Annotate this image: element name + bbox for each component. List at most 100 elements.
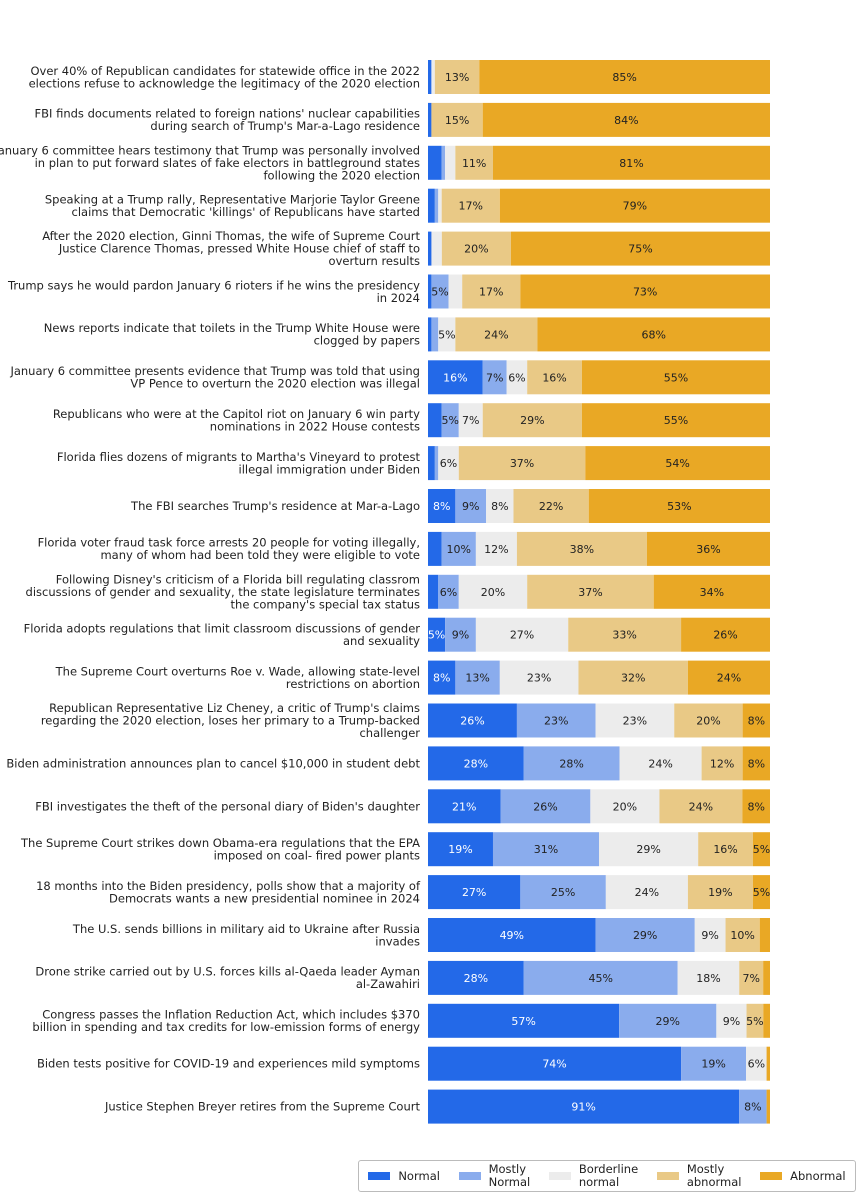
bar-segment-mostly-abnormal <box>431 102 483 137</box>
data-label: 79% <box>623 200 647 213</box>
legend-swatch <box>548 1172 571 1180</box>
data-label: 21% <box>452 800 476 813</box>
data-label: 37% <box>578 586 602 599</box>
legend-label: Normal <box>398 1168 440 1183</box>
bar-segment-mostly-abnormal <box>441 231 511 266</box>
category-label: Florida adopts regulations that limit cl… <box>24 621 421 648</box>
data-label: 49% <box>500 929 524 942</box>
data-label: 81% <box>619 157 643 170</box>
bar-segment-mostly-normal <box>482 360 507 395</box>
category-label: January 6 committee presents evidence th… <box>9 364 420 391</box>
bar-segment-normal <box>428 746 524 781</box>
bar-segment-borderline-normal <box>438 188 442 223</box>
data-label: 8% <box>747 800 764 813</box>
data-label: 9% <box>452 629 469 642</box>
bar-segment-abnormal <box>482 102 770 137</box>
stacked-bar-chart: 13% 85% Over 40% of Republican candidates … <box>0 60 770 1124</box>
data-label: 8% <box>491 500 508 513</box>
data-label: 27% <box>510 629 534 642</box>
bar-segment-normal <box>428 188 435 223</box>
bar-segment-borderline-normal <box>458 574 528 609</box>
data-label: 17% <box>459 200 483 213</box>
data-label: 5% <box>753 886 770 899</box>
bar-segment-borderline-normal <box>445 145 456 180</box>
data-label: 28% <box>559 757 583 770</box>
bar-segment-abnormal <box>766 1046 770 1081</box>
category-label: Following Disney's criticism of a Florid… <box>26 572 420 611</box>
data-label: 12% <box>484 543 508 556</box>
bar-segment-normal <box>428 875 521 910</box>
bar-segment-borderline-normal <box>590 789 660 824</box>
data-label: 17% <box>479 286 503 299</box>
bar-segment-mostly-normal <box>492 832 599 867</box>
bar-segment-abnormal <box>510 231 770 266</box>
data-label: 6% <box>508 371 525 384</box>
data-label: 8% <box>748 757 765 770</box>
data-label: 84% <box>614 114 638 127</box>
bar-segment-mostly-abnormal <box>578 660 688 695</box>
data-label: 31% <box>534 843 558 856</box>
data-label: 29% <box>633 929 657 942</box>
bar-segment-borderline-normal <box>431 60 435 94</box>
bar-segment-borderline-normal <box>619 746 702 781</box>
bar-segment-normal <box>428 918 596 952</box>
data-label: 53% <box>667 500 691 513</box>
data-label: 5% <box>442 414 459 427</box>
data-label: 7% <box>486 371 503 384</box>
data-label: 23% <box>544 715 568 728</box>
data-label: 7% <box>462 414 479 427</box>
data-label: 16% <box>542 371 566 384</box>
bar-segment-mostly-normal <box>434 446 439 481</box>
bar-segment-mostly-abnormal <box>455 145 493 180</box>
bar-segment-normal <box>428 1003 620 1038</box>
data-label: 45% <box>588 972 612 985</box>
bar-segment-mostly-abnormal <box>513 489 589 523</box>
data-label: 26% <box>713 629 737 642</box>
data-label: 20% <box>481 586 505 599</box>
data-label: 6% <box>440 457 457 470</box>
bar-segment-mostly-abnormal <box>674 703 743 738</box>
data-label: 19% <box>708 886 732 899</box>
data-label: 11% <box>462 157 486 170</box>
bar-segment-borderline-normal <box>599 832 699 867</box>
bar-segment-mostly-normal <box>500 789 591 824</box>
bar-segment-normal <box>428 1089 740 1124</box>
bar-segment-mostly-normal <box>516 703 596 738</box>
bar-segment-abnormal <box>742 703 770 738</box>
legend-swatch <box>760 1172 783 1180</box>
bar-segment-mostly-normal <box>681 1046 747 1081</box>
data-label: 38% <box>570 543 594 556</box>
category-label: Republican Representative Liz Cheney, a … <box>41 701 420 740</box>
data-label: 37% <box>510 457 534 470</box>
legend-label: Mostly abnormal <box>686 1162 742 1189</box>
bar-segment-mostly-abnormal <box>434 60 480 94</box>
legend-swatch <box>368 1172 391 1180</box>
category-label: Justice Stephen Breyer retires from the … <box>104 1100 420 1114</box>
category-label: After the 2020 election, Ginni Thomas, t… <box>42 229 420 268</box>
bar-segment-abnormal <box>492 145 770 180</box>
data-label: 28% <box>464 972 488 985</box>
category-label: News reports indicate that toilets in th… <box>44 321 420 348</box>
bar-segment-normal <box>428 317 432 352</box>
category-label: The Supreme Court strikes down Obama-era… <box>20 836 420 863</box>
data-label: 25% <box>551 886 575 899</box>
bar-segment-abnormal <box>752 832 770 867</box>
bar-segment-mostly-abnormal <box>462 274 521 309</box>
bar-segment-abnormal <box>581 403 770 438</box>
data-label: 5% <box>438 328 455 341</box>
bar-segment-normal <box>428 489 456 523</box>
category-label: Speaking at a Trump rally, Representativ… <box>45 192 420 219</box>
bar-segment-abnormal <box>653 574 770 609</box>
bar-segment-abnormal <box>646 531 770 566</box>
bar-segment-borderline-normal <box>595 703 675 738</box>
bar-segment-normal <box>428 617 446 652</box>
bar-segment-mostly-abnormal <box>441 188 500 223</box>
data-label: 73% <box>633 286 657 299</box>
data-label: 75% <box>628 243 652 256</box>
legend-label: Abnormal <box>790 1168 846 1183</box>
bar-segment-mostly-normal <box>455 489 487 523</box>
bar-segment-normal <box>428 832 493 867</box>
data-label: 16% <box>713 843 737 856</box>
category-label: January 6 committee hears testimony that… <box>0 143 420 182</box>
bar-segment-borderline-normal <box>506 360 528 395</box>
